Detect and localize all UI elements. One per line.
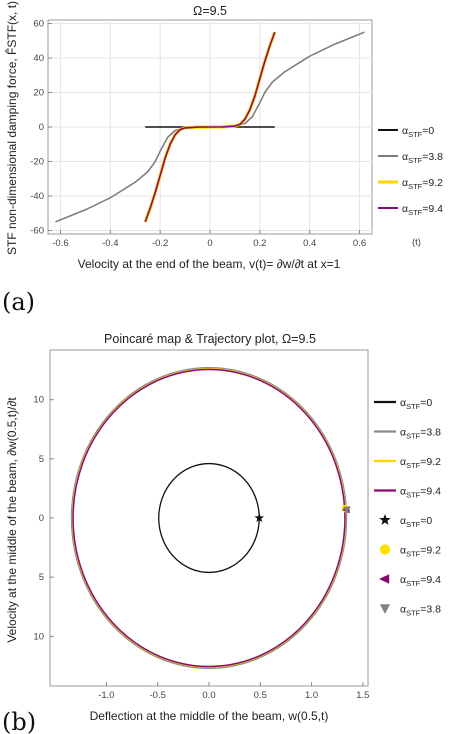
chart-b-xlabel: Deflection at the middle of the beam, w(…: [90, 709, 329, 723]
chart-a-grid: [48, 20, 372, 234]
chart-a-ytick-label: 40: [33, 53, 44, 64]
chart-a-legend-label-0: αSTF=0: [402, 125, 434, 139]
chart-a-xtick-label: 0.4: [303, 238, 316, 249]
chart-b-xtick-label: 0.0: [202, 690, 215, 701]
chart-b-poincare-point-0: [254, 513, 265, 523]
chart-a-xtick-label: -0.4: [102, 238, 118, 249]
chart-a-legend-label-2: αSTF=9.2: [402, 177, 443, 191]
chart-a-ytick-label: 60: [33, 18, 44, 29]
chart-b-legend: αSTF=0 αSTF=3.8 αSTF=9.2 αSTF=9.4 αSTF=0 αSTF…: [374, 397, 441, 618]
chart-a-xlabel: Velocity at the end of the beam, v(t)= ∂…: [78, 257, 341, 271]
chart-b-legend-line-label-3: αSTF=9.4: [400, 486, 441, 500]
chart-b-legend-marker-label-2: αSTF=9.4: [400, 574, 441, 588]
chart-b-ylabel: Velocity at the middle of the beam, ∂w(0…: [5, 397, 19, 643]
chart-a-xtick-label: 0: [207, 238, 212, 249]
chart-b-legend-marker-label-0: αSTF=0: [400, 515, 432, 529]
chart-b-poincare-points: [254, 504, 351, 523]
chart-b-xtick-label: 1.5: [356, 690, 369, 701]
chart-b-ticks: -1.0 -0.5 0.0 0.5 1.0 1.5 10 5 0 5 10: [33, 395, 369, 701]
chart-b-xtick-label: -1.0: [98, 690, 114, 701]
chart-b-poincare-point-3: [343, 506, 351, 514]
chart-b-xtick-label: 1.0: [305, 690, 318, 701]
chart-a-ytick-label: -20: [30, 157, 44, 168]
chart-a-xtick-label: -0.2: [152, 238, 168, 249]
chart-a-legend-label-1: αSTF=3.8: [402, 151, 443, 165]
chart-b: -1.0 -0.5 0.0 0.5 1.0 1.5 10 5 0 5 10 Poincaré map…: [5, 332, 441, 723]
chart-a-ylabel: STF non-dimensional damping force, F̂STF…: [4, 1, 19, 255]
chart-b-legend-line-label-1: αSTF=3.8: [400, 427, 441, 441]
chart-b-ytick-label: 10: [33, 631, 44, 642]
chart-b-legend-marker-swatch-0: [379, 514, 391, 525]
chart-a-xtick-label: 0.2: [253, 238, 266, 249]
chart-b-ytick-label: 0: [39, 513, 44, 524]
chart-b-title: Poincaré map & Trajectory plot, Ω=9.5: [104, 332, 316, 346]
chart-b-legend-line-label-2: αSTF=9.2: [400, 456, 441, 470]
chart-a-ytick-label: 20: [33, 87, 44, 98]
chart-b-legend-marker-label-1: αSTF=9.2: [400, 545, 441, 559]
chart-b-legend-marker-swatch-3: [379, 604, 391, 614]
chart-b-ytick-label: 5: [39, 572, 44, 583]
chart-b-legend-marker-swatch-2: [379, 574, 390, 584]
chart-a-series-line-3: [144, 31, 276, 223]
chart-a-legend: αSTF=0 αSTF=3.8 αSTF=9.2 αSTF=9.4: [378, 125, 443, 217]
chart-b-frame: [49, 349, 369, 687]
chart-a-stray-label: (t): [412, 237, 421, 248]
chart-a-ytick-label: -40: [30, 191, 44, 202]
panel-label-b: (b): [2, 708, 36, 734]
chart-a-ytick-label: 0: [39, 122, 44, 133]
chart-a-xtick-label: 0.6: [353, 238, 366, 249]
chart-a-legend-label-3: αSTF=9.4: [402, 203, 443, 217]
chart-b-orbit-3: [72, 368, 346, 668]
chart-a-xtick-label: -0.6: [52, 238, 68, 249]
chart-b-legend-marker-swatch-1: [379, 544, 391, 555]
chart-b-legend-marker-label-3: αSTF=3.8: [400, 604, 441, 618]
chart-a-ytick-label: -60: [30, 226, 44, 237]
chart-a: -0.6 -0.4 -0.2 0 0.2 0.4 0.6 -60 -40 -20 0 20 40 60 Ω…: [4, 1, 443, 271]
chart-b-xtick-label: -0.5: [150, 690, 166, 701]
chart-b-legend-line-label-0: αSTF=0: [400, 397, 432, 411]
panel-label-a: (a): [2, 288, 35, 316]
chart-b-ytick-label: 5: [39, 454, 44, 465]
chart-b-ytick-label: 10: [33, 395, 44, 406]
chart-b-orbit-1: [70, 366, 348, 670]
chart-a-ticks: -0.6 -0.4 -0.2 0 0.2 0.4 0.6 -60 -40 -20 0 20 40 60: [30, 18, 366, 249]
chart-b-xtick-label: 0.5: [254, 690, 267, 701]
chart-a-series: [55, 31, 365, 223]
chart-a-title: Ω=9.5: [193, 4, 227, 18]
